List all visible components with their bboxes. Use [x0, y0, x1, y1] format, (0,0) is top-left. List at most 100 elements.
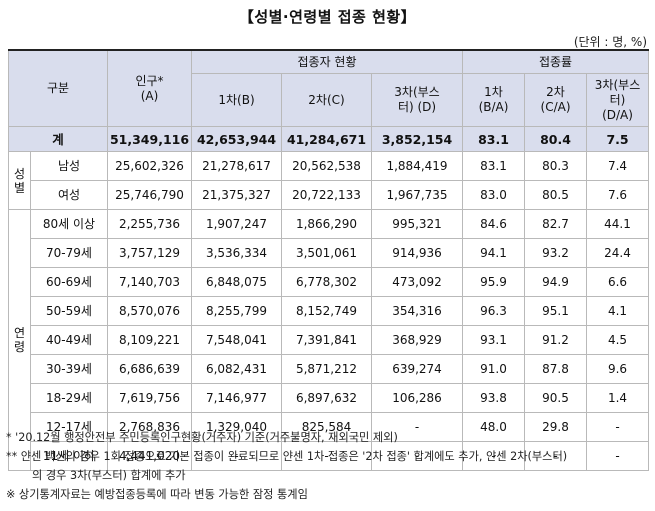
- total-cell: 83.1: [462, 126, 526, 152]
- table-cell: 8,570,076: [107, 296, 192, 326]
- table-cell: 354,316: [370, 296, 464, 326]
- table-cell: 7,548,041: [191, 325, 282, 355]
- page-title: 【성별·연령별 접종 현황】: [238, 8, 417, 26]
- table-cell: 6.6: [586, 267, 650, 297]
- table-row: 성별 남성 25,602,326 21,278,617 20,562,538 1…: [8, 151, 650, 210]
- row-label: 60-69세: [30, 267, 108, 297]
- table-cell: 87.8: [524, 354, 588, 384]
- header-vaccinated: 접종자 현황: [190, 49, 464, 74]
- table-cell: 91.0: [462, 354, 526, 384]
- row-label: 여성: [30, 180, 108, 210]
- table-cell: 44.1: [586, 209, 650, 239]
- table-cell: 7,391,841: [281, 325, 372, 355]
- table-cell: 93.2: [524, 238, 588, 268]
- table-cell: -: [462, 441, 526, 471]
- table-cell: 93.1: [462, 325, 526, 355]
- table-row: 40-49세 8,109,221 7,548,041 7,391,841 368…: [9, 325, 650, 355]
- table-cell: -: [524, 441, 588, 471]
- vaccination-table: 구분 인구* (A) 접종자 현황 접종률 1차(B) 2차(C) 3차(부스 …: [8, 49, 650, 471]
- table-cell: 96.3: [462, 296, 526, 326]
- table-cell: 4,441,020: [107, 441, 192, 471]
- table-cell: 639,274: [370, 354, 464, 384]
- table-cell: -: [370, 441, 464, 471]
- row-label: 40-49세: [30, 325, 108, 355]
- unit-label: (단위 : 명, %): [573, 35, 647, 49]
- table-cell: 82.7: [524, 209, 588, 239]
- header-first: 1차(B): [191, 73, 282, 127]
- table-cell: 2,255,736: [107, 209, 192, 239]
- total-label: 계: [8, 126, 108, 152]
- table-cell: 7,140,703: [107, 267, 192, 297]
- table-cell: 80.3: [524, 151, 588, 181]
- table-cell: 25,602,326: [107, 151, 192, 181]
- footnote-provisional: ※ 상기통계자료는 예방접종등록에 따라 변동 가능한 잠정 통계임: [6, 488, 308, 501]
- total-row: 계 51,349,116 42,653,944 41,284,671 3,852…: [8, 126, 650, 152]
- table-cell: -: [281, 441, 372, 471]
- table-cell: 7.6: [586, 180, 650, 210]
- header-rate-first: 1차 (B/A): [462, 73, 526, 127]
- table-cell: 7,146,977: [191, 383, 282, 413]
- table-cell: 1,967,735: [370, 180, 464, 210]
- row-label: 80세 이상: [30, 209, 108, 239]
- table-cell: 4.5: [586, 325, 650, 355]
- table-cell: 95.9: [462, 267, 526, 297]
- table-cell: 94.1: [462, 238, 526, 268]
- header-rate-third: 3차(부스 터) (D/A): [586, 73, 650, 127]
- header-rate-second: 2차 (C/A): [524, 73, 588, 127]
- table-cell: 8,109,221: [107, 325, 192, 355]
- header-second: 2차(C): [281, 73, 372, 127]
- table-cell: 95.1: [524, 296, 588, 326]
- table-cell: 93.8: [462, 383, 526, 413]
- table-cell: 83.1: [462, 151, 526, 181]
- table-cell: 21,278,617: [191, 151, 282, 181]
- table-cell: 84.6: [462, 209, 526, 239]
- total-cell: 3,852,154: [370, 126, 464, 152]
- table-cell: 106,286: [370, 383, 464, 413]
- total-cell: 41,284,671: [281, 126, 372, 152]
- table-cell: 995,321: [370, 209, 464, 239]
- total-cell: 80.4: [524, 126, 588, 152]
- table-row: 70-79세 3,757,129 3,536,334 3,501,061 914…: [9, 238, 650, 268]
- table-cell: 6,778,302: [281, 267, 372, 297]
- row-label: 30-39세: [30, 354, 108, 384]
- table-cell: 8,255,799: [191, 296, 282, 326]
- group-label-sex: 성별: [8, 151, 31, 210]
- total-cell: 7.5: [586, 126, 650, 152]
- table-cell: 3,501,061: [281, 238, 372, 268]
- table-row: 연령 80세 이상 2,255,736 1,907,247 1,866,290 …: [8, 209, 650, 471]
- table-cell: 25,746,790: [107, 180, 192, 210]
- footnote-janssen-cont: 의 경우 3차(부스터) 합계에 추가: [32, 469, 186, 482]
- total-cell: 51,349,116: [107, 126, 192, 152]
- table-cell: 83.0: [462, 180, 526, 210]
- table-row: 11세 이하 4,441,020 - - - - - -: [9, 441, 650, 471]
- table-cell: 5,871,212: [281, 354, 372, 384]
- row-label: 18-29세: [30, 383, 108, 413]
- table-cell: 8,152,749: [281, 296, 372, 326]
- table-cell: 1,907,247: [191, 209, 282, 239]
- table-cell: 7,619,756: [107, 383, 192, 413]
- table-cell: 1.4: [586, 383, 650, 413]
- table-cell: 20,722,133: [281, 180, 372, 210]
- table-cell: 6,082,431: [191, 354, 282, 384]
- header-category: 구분: [8, 49, 108, 127]
- table-cell: 94.9: [524, 267, 588, 297]
- table-cell: 368,929: [370, 325, 464, 355]
- table-row: 12-17세 2,768,836 1,329,040 825,584 - 48.…: [9, 412, 650, 442]
- table-cell: 3,536,334: [191, 238, 282, 268]
- table-cell: 6,848,075: [191, 267, 282, 297]
- table-cell: 825,584: [281, 412, 372, 442]
- table-row: 30-39세 6,686,639 6,082,431 5,871,212 639…: [9, 354, 650, 384]
- row-label: 50-59세: [30, 296, 108, 326]
- table-cell: -: [191, 441, 282, 471]
- footnote-janssen: ** 얀센 백신의 경우 1회 접종으로 기본 접종이 완료되므로 얀센 1차 …: [6, 450, 568, 463]
- row-label: 70-79세: [30, 238, 108, 268]
- table-cell: 90.5: [524, 383, 588, 413]
- table-cell: -: [586, 441, 650, 471]
- table-cell: 7.4: [586, 151, 650, 181]
- header-third: 3차(부스 터) (D): [370, 73, 464, 127]
- table-row: 50-59세 8,570,076 8,255,799 8,152,749 354…: [9, 296, 650, 326]
- footnotes: * '20.12월 행정안전부 주민등록인구현황(거주자) 기준(거주불명자, …: [6, 428, 651, 504]
- table-cell: 21,375,327: [191, 180, 282, 210]
- table-cell: 20,562,538: [281, 151, 372, 181]
- row-label: 11세 이하: [30, 441, 108, 471]
